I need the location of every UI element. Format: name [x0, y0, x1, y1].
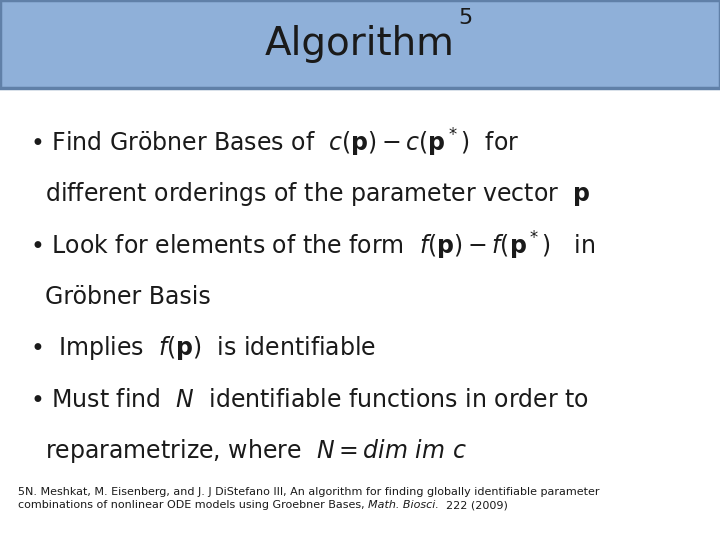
Bar	[0, 0, 720, 88]
Text: different orderings of the parameter vector  $\mathbf{p}$: different orderings of the parameter vec…	[30, 180, 590, 208]
Text: 5: 5	[459, 8, 473, 28]
Text: • Find Gröbner Bases of  $c(\mathbf{p})-c(\mathbf{p}^*)$  for: • Find Gröbner Bases of $c(\mathbf{p})-c…	[30, 127, 519, 159]
Text: Gröbner Basis: Gröbner Basis	[30, 285, 211, 309]
Text: • Must find  $N$  identifiable functions in order to: • Must find $N$ identifiable functions i…	[30, 388, 589, 411]
Text: 5N. Meshkat, M. Eisenberg, and J. J DiStefano III, An algorithm for finding glob: 5N. Meshkat, M. Eisenberg, and J. J DiSt…	[18, 487, 600, 497]
Text: 222 (2009): 222 (2009)	[439, 500, 508, 510]
Text: reparametrize, where  $N = \mathit{dim\ im\ c}$: reparametrize, where $N = \mathit{dim\ i…	[30, 437, 467, 465]
Text: Math. Biosci.: Math. Biosci.	[368, 500, 439, 510]
Text: • Look for elements of the form  $f(\mathbf{p})-f(\mathbf{p}^*)$   in: • Look for elements of the form $f(\math…	[30, 230, 595, 262]
Text: combinations of nonlinear ODE models using Groebner Bases,: combinations of nonlinear ODE models usi…	[18, 500, 368, 510]
Text: Algorithm: Algorithm	[265, 25, 455, 63]
Text: •  Implies  $f(\mathbf{p})$  is identifiable: • Implies $f(\mathbf{p})$ is identifiabl…	[30, 334, 377, 362]
